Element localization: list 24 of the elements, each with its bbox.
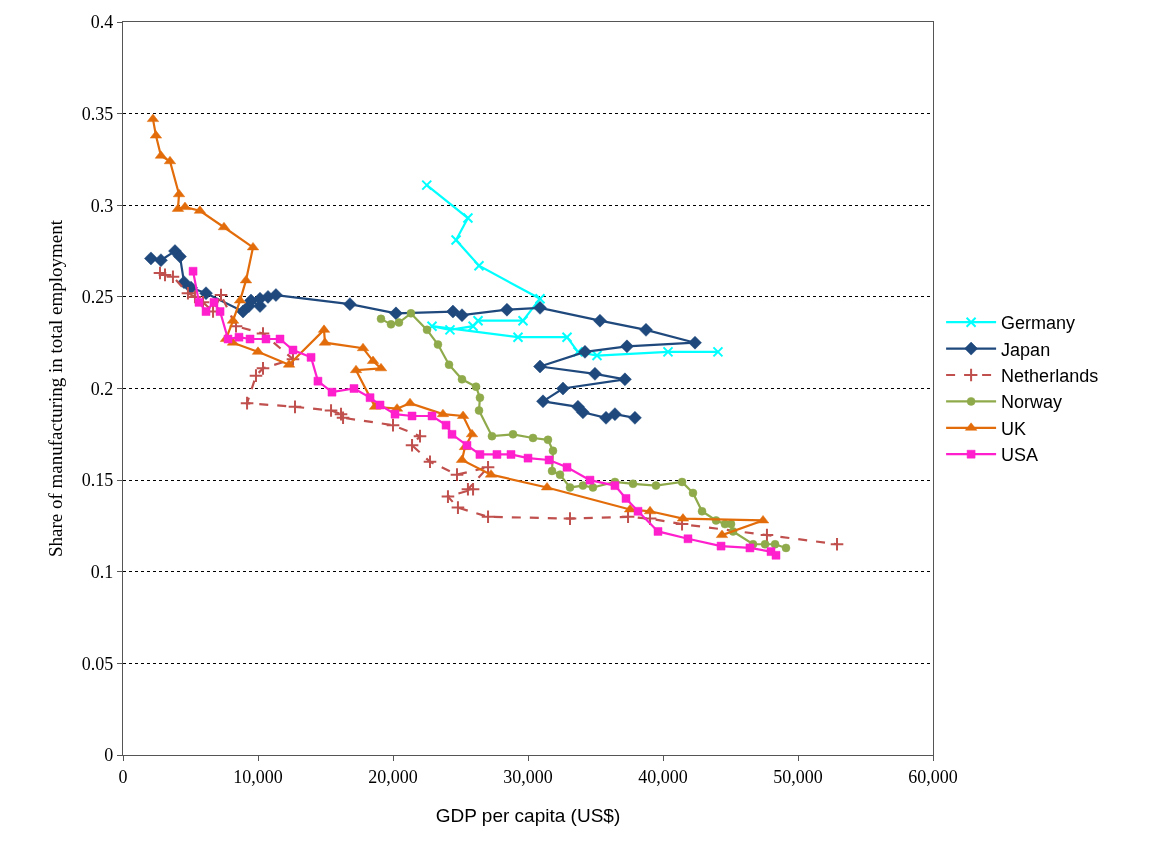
legend-label: Germany: [1001, 313, 1076, 334]
x-tick-label: 0: [118, 766, 128, 787]
y-tick-label: 0.4: [90, 12, 114, 33]
x-tick-label: 40,000: [638, 766, 688, 787]
legend-label: Netherlands: [1001, 366, 1099, 387]
x-tick-label: 30,000: [503, 766, 553, 787]
y-tick-label: 0.3: [90, 195, 114, 216]
y-tick-label: 0.1: [90, 562, 114, 583]
x-axis-title: GDP per capita (US$): [435, 804, 621, 826]
legend-label: UK: [1001, 418, 1027, 439]
x-tick-label: 60,000: [908, 766, 958, 787]
legend-label: Japan: [1001, 339, 1051, 360]
legend-label: Norway: [1001, 392, 1063, 413]
y-tick-label: 0.05: [81, 653, 114, 674]
y-tick-label: 0.15: [81, 470, 114, 491]
x-tick-label: 20,000: [368, 766, 418, 787]
y-axis-title: Share of manufacturing in total employment: [44, 219, 66, 558]
y-tick-label: 0.35: [81, 103, 114, 124]
y-tick-label: 0: [104, 745, 114, 766]
y-tick-label: 0.25: [81, 287, 114, 308]
x-tick-label: 50,000: [773, 766, 823, 787]
x-tick-label: 10,000: [233, 766, 283, 787]
y-tick-label: 0.2: [90, 378, 114, 399]
legend-label: USA: [1001, 445, 1039, 466]
